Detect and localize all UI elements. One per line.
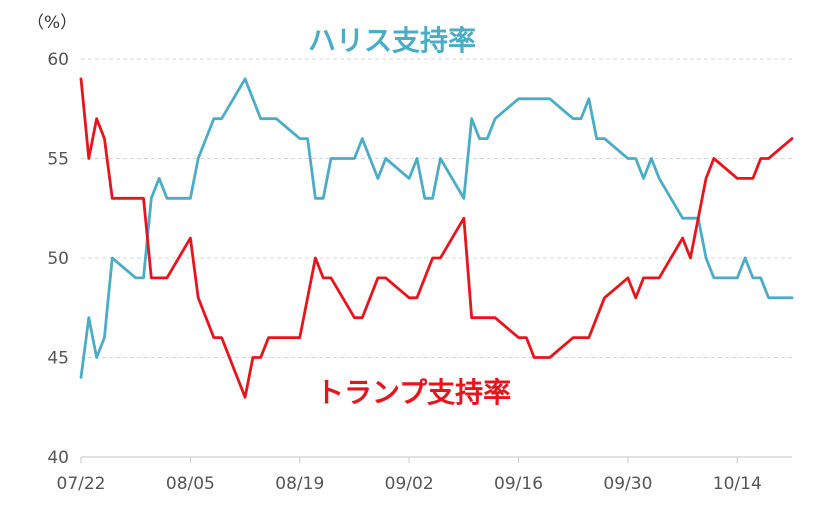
y-tick-label: 55 bbox=[47, 150, 69, 170]
series-line-trump bbox=[79, 77, 794, 399]
y-tick-label: 40 bbox=[47, 448, 69, 468]
y-tick-label: 50 bbox=[47, 249, 69, 269]
y-unit-label: （%） bbox=[27, 13, 77, 33]
x-tick-label: 08/05 bbox=[166, 474, 215, 494]
gridlines bbox=[81, 58, 792, 358]
y-tick-label: 45 bbox=[47, 349, 69, 369]
series-lines bbox=[79, 77, 794, 399]
x-tick-label: 09/30 bbox=[603, 474, 652, 494]
x-tick-label: 09/16 bbox=[494, 474, 543, 494]
series-line-harris bbox=[79, 77, 794, 379]
series-label-trump: トランプ支持率 bbox=[316, 376, 511, 409]
x-tick-label: 10/14 bbox=[713, 474, 762, 494]
labels: （%） ハリス支持率 トランプ支持率 bbox=[27, 13, 511, 409]
y-tick-label: 60 bbox=[47, 50, 69, 70]
x-tick-label: 07/22 bbox=[57, 474, 106, 494]
x-tick-label: 09/02 bbox=[385, 474, 434, 494]
axes: 40 45 50 55 60 07/22 08/05 08/19 09/02 09/16 09/30… bbox=[47, 50, 792, 494]
x-tick-label: 08/19 bbox=[275, 474, 324, 494]
series-label-harris: ハリス支持率 bbox=[308, 24, 476, 57]
